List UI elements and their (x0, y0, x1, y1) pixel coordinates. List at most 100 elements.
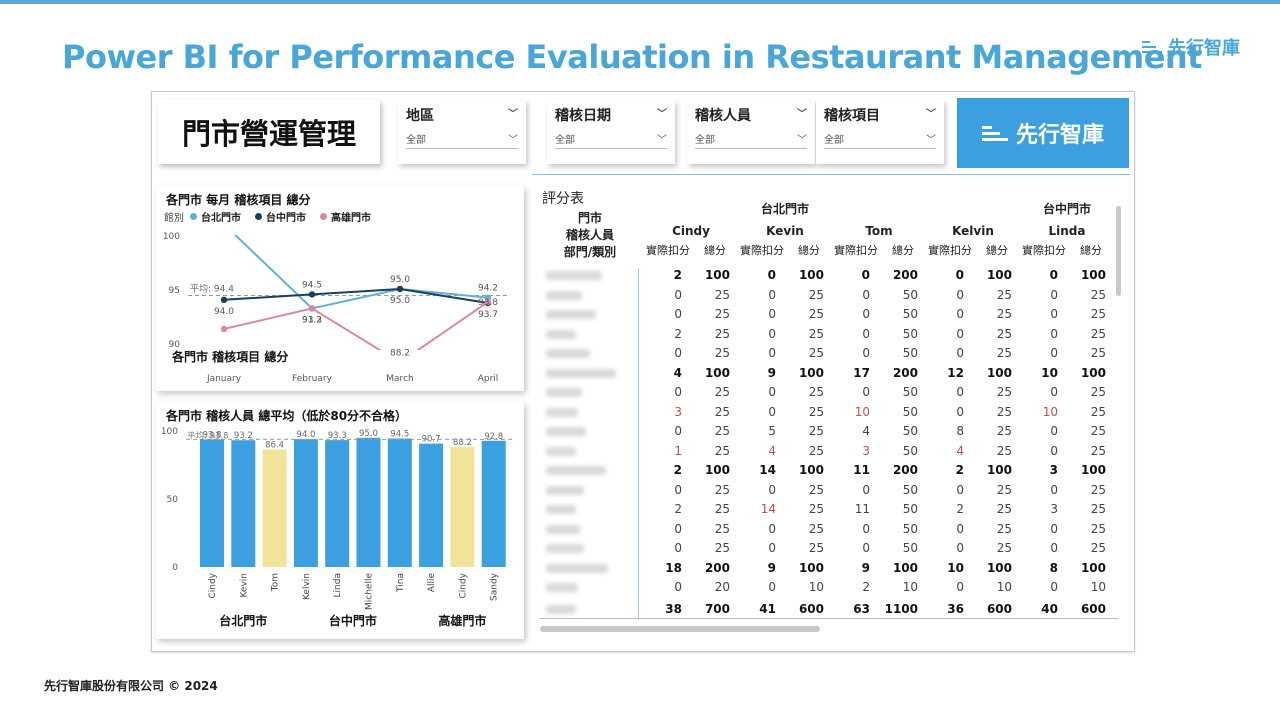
legend-item-kaohsiung[interactable]: 高雄門市 (320, 209, 371, 224)
cell-total: 100 (798, 365, 824, 380)
cell-total: 50 (902, 287, 918, 302)
filter-audit-date[interactable]: 稽核日期 ﹀ 全部 ﹀ (547, 100, 675, 164)
table-row: 2 100 0 100 0 200 0 100 0 100 (540, 266, 1118, 286)
cell-total: 25 (996, 424, 1012, 438)
cell-total: 50 (902, 502, 918, 516)
cell-total: 25 (1090, 482, 1106, 497)
table-row: 0 25 0 25 0 50 0 25 0 25 (540, 305, 1118, 325)
cell-total: 100 (1080, 365, 1106, 380)
chevron-down-icon[interactable]: ﹀ (926, 109, 936, 120)
line-point (484, 298, 492, 306)
cell-total: 25 (996, 307, 1012, 321)
filter-audit-date-select[interactable]: 全部 ﹀ (555, 131, 667, 149)
cell-deduction: 0 (862, 482, 870, 497)
bar-chart[interactable]: 0 50 100 93.8 Cindy 93.2 Kevin 86.4 Tom 94.0 Kelvi… (156, 401, 524, 639)
filter-region-select[interactable]: 全部 ﹀ (406, 131, 518, 149)
cell-deduction: 11 (854, 502, 870, 516)
cell-total: 50 (902, 482, 918, 497)
table-row: 4 100 9 100 17 200 12 100 10 100 (540, 364, 1118, 384)
cell-deduction: 0 (1050, 326, 1058, 341)
bar (450, 447, 475, 567)
store-header: 台北門市 (760, 202, 809, 216)
filter-auditor[interactable]: 稽核人員 ﹀ 全部 ﹀ (687, 100, 815, 164)
cell-total: 100 (986, 365, 1012, 380)
x-tick-label: Allie (427, 573, 437, 593)
table-row: 2 25 0 25 0 50 0 25 0 25 (540, 325, 1118, 345)
chevron-down-icon[interactable]: ﹀ (797, 109, 807, 120)
category-label-redacted (546, 446, 576, 456)
cell-total: 50 (902, 521, 918, 536)
horizontal-scrollbar[interactable] (540, 626, 820, 632)
data-label: 91.3 (302, 315, 322, 325)
cell-deduction: 3 (1049, 463, 1058, 477)
filter-audit-item[interactable]: 稽核項目 ﹀ 全部 ﹀ (816, 100, 944, 164)
bar (481, 440, 506, 567)
cell-deduction: 0 (862, 346, 870, 360)
cell-total: 25 (1090, 346, 1106, 360)
cell-total: 25 (1090, 385, 1106, 399)
cell-total: 600 (798, 602, 824, 616)
filter-auditor-label: 稽核人員 (695, 108, 751, 124)
table-row: 0 25 0 25 0 50 0 25 0 25 (540, 383, 1118, 403)
cell-deduction: 1 (674, 443, 682, 458)
cell-total: 100 (1080, 560, 1106, 575)
cell-deduction: 0 (1050, 521, 1058, 536)
table-row: 0 25 0 25 0 50 0 25 0 25 (540, 539, 1118, 559)
cell-total: 25 (1090, 307, 1106, 321)
dashboard-logo-text: 先行智庫 (1015, 123, 1104, 148)
cell-total: 50 (902, 541, 918, 555)
category-label-redacted (546, 583, 578, 592)
legend-item-taipei[interactable]: 台北門市 (190, 209, 241, 224)
cell-total: 25 (808, 326, 824, 341)
cell-deduction: 10 (947, 560, 964, 575)
line-chart-title: 各門市 每月 稽核項目 總分 (166, 193, 311, 207)
cell-total: 50 (902, 404, 918, 419)
filter-auditor-select[interactable]: 全部 ﹀ (695, 131, 807, 149)
chevron-down-icon[interactable]: ﹀ (657, 109, 667, 120)
line-point (220, 325, 228, 333)
data-label: 94.0 (214, 307, 234, 317)
filter-region-label: 地區 (406, 108, 434, 124)
cell-total: 25 (714, 307, 730, 321)
cell-deduction: 10 (854, 404, 870, 419)
auditor-header: Kelvin (952, 224, 994, 238)
cell-deduction: 0 (1049, 268, 1058, 282)
cell-total: 25 (996, 385, 1012, 399)
bar (419, 443, 444, 567)
filter-audit-item-select[interactable]: 全部 ﹀ (824, 131, 936, 149)
sub-header-deduction: 實際扣分 (928, 244, 972, 257)
cell-deduction: 0 (674, 307, 682, 321)
cell-deduction: 0 (768, 580, 776, 594)
y-tick-label: 50 (167, 495, 179, 505)
cell-deduction: 0 (862, 287, 870, 302)
brand-logo: 先行智庫 (1142, 34, 1240, 60)
cell-deduction: 40 (1041, 602, 1058, 616)
data-label: 95.0 (390, 296, 410, 306)
cell-total: 25 (808, 287, 824, 302)
cell-deduction: 0 (768, 482, 776, 497)
cell-total: 25 (1090, 502, 1106, 516)
line-chart[interactable]: 90 95 100 平均: 94.4 94.0 94.5 95.0 95.0 94.2 93.8 9… (156, 185, 524, 391)
line-point (396, 285, 404, 293)
dashboard-frame: 門市營運管理 地區 ﹀ 全部 ﹀ 稽核日期 ﹀ 全部 ﹀ 稽核人員 ﹀ 全部 ﹀ 稽核項目 ﹀… (151, 91, 1135, 652)
cell-total: 25 (996, 502, 1012, 516)
legend-label: 台北門市 (201, 213, 241, 224)
table-row: 0 25 0 25 0 50 0 25 0 25 (540, 520, 1118, 540)
cell-deduction: 10 (1042, 404, 1058, 419)
cell-deduction: 0 (1050, 541, 1058, 555)
vertical-scrollbar[interactable] (1116, 206, 1121, 296)
cell-total: 25 (996, 346, 1012, 360)
auditor-header: Tom (865, 224, 893, 238)
x-tick-label: Kelvin (302, 573, 312, 600)
bar (293, 439, 318, 567)
chevron-down-icon[interactable]: ﹀ (508, 109, 518, 120)
filter-region[interactable]: 地區 ﹀ 全部 ﹀ (398, 100, 526, 164)
cell-total: 200 (892, 365, 918, 380)
x-tick-label: March (386, 374, 413, 384)
cell-total: 25 (714, 287, 730, 302)
legend-item-taichung[interactable]: 台中門市 (255, 209, 306, 224)
cell-deduction: 0 (768, 404, 776, 419)
cell-deduction: 8 (1049, 560, 1058, 575)
cell-total: 100 (704, 463, 730, 477)
cell-deduction: 2 (956, 502, 964, 516)
